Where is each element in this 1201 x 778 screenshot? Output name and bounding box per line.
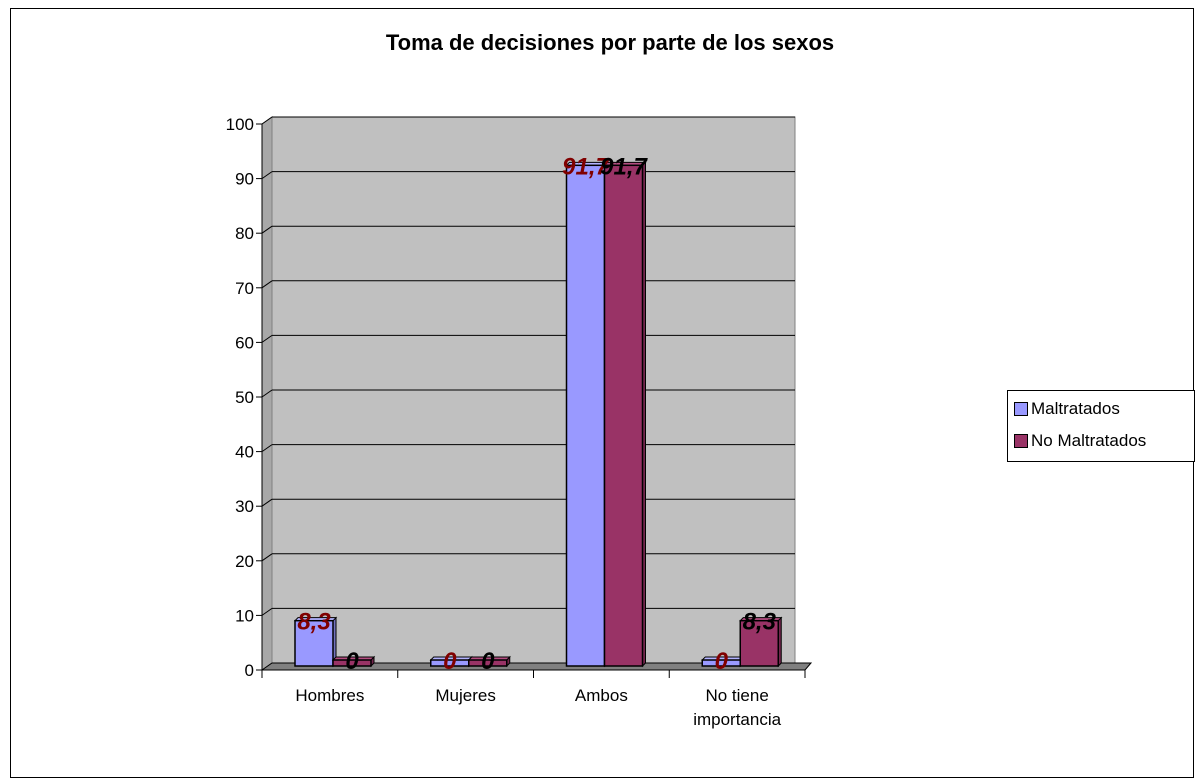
gridline-side — [261, 225, 273, 234]
y-tick-label: 60 — [235, 333, 254, 352]
bar-no-maltratados-ambos — [603, 164, 644, 667]
data-label-no-maltratados-hombres: 0 — [345, 648, 359, 675]
bar-no-maltratados-hombres — [332, 659, 372, 667]
bar-maltratados-ambos — [565, 164, 606, 667]
legend-swatch-no-maltratados — [1014, 434, 1028, 448]
y-tick-label: 0 — [245, 661, 254, 680]
y-tick-label: 40 — [235, 443, 254, 462]
legend-item-no-maltratados: No Maltratados — [1014, 431, 1146, 451]
gridline-side — [261, 444, 273, 453]
gridline-side — [261, 171, 273, 180]
y-tick-label: 90 — [235, 170, 254, 189]
data-label-maltratados-ambos: 91,7 — [562, 153, 610, 180]
gridline-side — [261, 280, 273, 289]
gridline-side — [261, 116, 273, 125]
legend-item-maltratados: Maltratados — [1014, 399, 1120, 419]
category-label-no-tiene-importancia: No tiene — [705, 686, 768, 705]
gridline-side — [261, 498, 273, 507]
chart-legend: Maltratados No Maltratados — [1007, 390, 1195, 462]
gridline-side — [261, 553, 273, 562]
gridline-side — [261, 334, 273, 343]
bar-no-maltratados-mujeres — [468, 659, 508, 667]
data-label-no-maltratados-ambos: 91,7 — [600, 153, 648, 180]
y-tick-label: 100 — [226, 115, 254, 134]
bar-chart: 0 10 20 30 40 50 60 70 80 90 100 Hombres 8,3 0 Mujere… — [226, 115, 813, 729]
y-tick-label: 10 — [235, 606, 254, 625]
gridline-side — [261, 607, 273, 616]
data-label-no-maltratados-mujeres: 0 — [481, 648, 495, 675]
category-label-ambos: Ambos — [575, 686, 628, 705]
legend-swatch-maltratados — [1014, 402, 1028, 416]
chart-title: Toma de decisiones por parte de los sexo… — [385, 30, 835, 55]
y-tick-label: 50 — [235, 388, 254, 407]
bar-maltratados-hombres — [294, 619, 334, 667]
data-label-maltratados-no-tiene-importancia: 0 — [715, 648, 729, 675]
category-label-mujeres: Mujeres — [435, 686, 495, 705]
legend-label-maltratados: Maltratados — [1031, 399, 1120, 418]
data-label-maltratados-hombres: 8,3 — [297, 609, 331, 636]
data-label-maltratados-mujeres: 0 — [443, 648, 457, 675]
bar-no-maltratados-no-tiene-importancia — [739, 619, 779, 667]
category-label-no-tiene-importancia: importancia — [693, 710, 781, 729]
y-tick-label: 70 — [235, 279, 254, 298]
y-tick-label: 20 — [235, 552, 254, 571]
y-tick-label: 30 — [235, 497, 254, 516]
y-tick-label: 80 — [235, 224, 254, 243]
category-label-hombres: Hombres — [295, 686, 364, 705]
legend-label-no-maltratados: No Maltratados — [1031, 431, 1147, 450]
data-label-no-maltratados-no-tiene-importancia: 8,3 — [743, 609, 777, 636]
gridline-side — [261, 389, 273, 398]
